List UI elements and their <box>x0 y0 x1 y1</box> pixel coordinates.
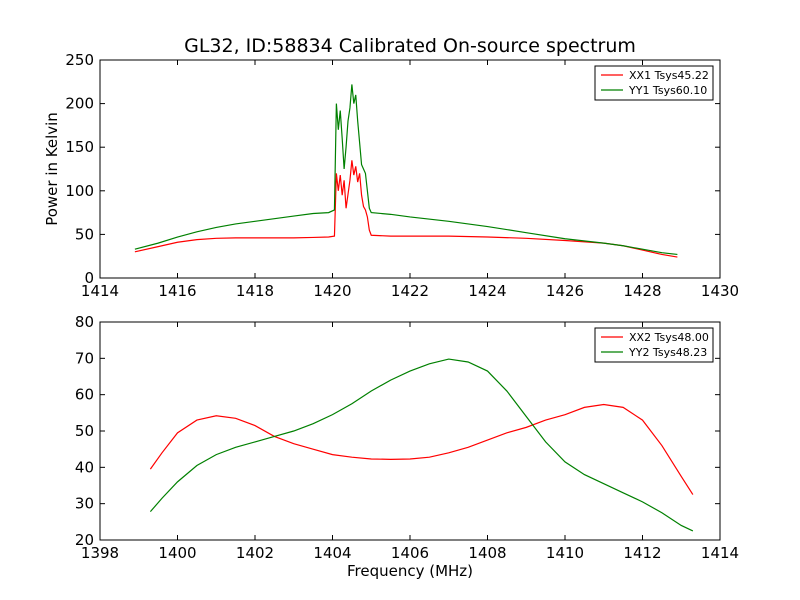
y-tick-label: 200 <box>65 95 94 113</box>
legend-label: YY2 Tsys48.23 <box>628 346 707 359</box>
y-tick-label: 80 <box>75 313 94 331</box>
x-tick-label: 1416 <box>158 282 196 300</box>
y-tick-label: 60 <box>75 386 94 404</box>
legend-label: XX2 Tsys48.00 <box>629 331 709 344</box>
y-tick-label: 250 <box>65 51 94 69</box>
legend-box <box>594 327 714 363</box>
x-tick-label: 1410 <box>546 544 584 562</box>
x-tick-label: 1428 <box>623 282 661 300</box>
y-tick-label: 50 <box>75 225 94 243</box>
y-tick-label: 70 <box>75 349 94 367</box>
legend-box <box>594 65 714 101</box>
x-tick-label: 1430 <box>701 282 739 300</box>
y-tick-label: 150 <box>65 138 94 156</box>
x-tick-label: 1422 <box>391 282 429 300</box>
legend: XX1 Tsys45.22 YY1 Tsys60.10 <box>594 65 714 101</box>
series-line-bottom-1 <box>149 358 694 532</box>
x-tick-label: 1404 <box>313 544 351 562</box>
y-tick-label: 100 <box>65 182 94 200</box>
series-line-top-0 <box>134 160 678 258</box>
series-line-bottom-0 <box>149 403 694 495</box>
y-tick-label: 50 <box>75 422 94 440</box>
legend-label: XX1 Tsys45.22 <box>629 69 709 82</box>
x-tick-label: 1414 <box>81 282 119 300</box>
x-tick-label: 1412 <box>623 544 661 562</box>
x-tick-label: 1418 <box>236 282 274 300</box>
x-tick-label: 1398 <box>81 544 119 562</box>
series-line-top-1 <box>134 84 678 256</box>
y-tick-label: 30 <box>75 495 94 513</box>
top-chart: 1414 1416 1418 1420 1422 1424 1426 1428 1430 0 50 1… <box>65 51 739 300</box>
x-tick-label: 1414 <box>701 544 739 562</box>
x-tick-label: 1406 <box>391 544 429 562</box>
x-tick-label: 1408 <box>468 544 506 562</box>
y-tick-label: 40 <box>75 458 94 476</box>
x-tick-label: 1424 <box>468 282 506 300</box>
x-axis-label: Frequency (MHz) <box>347 562 473 580</box>
x-tick-label: 1426 <box>546 282 584 300</box>
bottom-chart: 1398 1400 1402 1404 1406 1408 1410 1412 1414 20 30… <box>75 313 739 562</box>
y-tick-label: 0 <box>84 269 94 287</box>
figure-title: GL32, ID:58834 Calibrated On-source spec… <box>184 35 636 57</box>
top-y-axis-label: Power in Kelvin <box>43 112 61 226</box>
x-tick-label: 1400 <box>158 544 196 562</box>
legend-label: YY1 Tsys60.10 <box>628 84 707 97</box>
y-tick-label: 20 <box>75 531 94 549</box>
x-tick-label: 1402 <box>236 544 274 562</box>
x-tick-label: 1420 <box>313 282 351 300</box>
legend: XX2 Tsys48.00 YY2 Tsys48.23 <box>594 327 714 363</box>
